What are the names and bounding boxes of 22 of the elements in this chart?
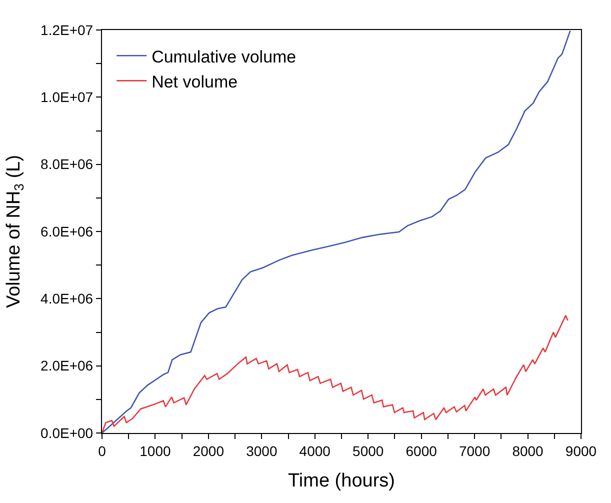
x-tick-label: 8000: [512, 442, 544, 459]
y-tick-label: 8.0E+06: [40, 156, 94, 172]
x-tick-label: 1000: [140, 442, 171, 459]
legend-label: Net volume: [152, 72, 238, 92]
y-tick-label: 6.0E+06: [40, 223, 94, 240]
x-tick-label: 5000: [352, 442, 384, 459]
x-tick-label: 3000: [246, 442, 278, 459]
x-axis-title: Time (hours): [288, 470, 395, 492]
y-tick-label: 1.2E+07: [40, 22, 94, 38]
x-tick-label: 6000: [406, 442, 438, 459]
y-tick-label: 4.0E+06: [40, 290, 94, 307]
x-tick-label: 0: [98, 442, 106, 459]
x-tick-label: 4000: [299, 442, 331, 459]
line-series: [102, 30, 571, 433]
line-series: [102, 314, 568, 433]
x-tick-label: 2000: [192, 442, 224, 459]
legend-label: Cumulative volume: [152, 47, 296, 66]
y-tick-label: 2.0E+06: [40, 358, 94, 374]
y-tick-label: 1.0E+07: [40, 89, 94, 106]
x-tick-label: 7000: [458, 442, 490, 459]
y-tick-label: 0.0E+00: [40, 424, 94, 441]
x-tick-label: 9000: [565, 442, 597, 459]
